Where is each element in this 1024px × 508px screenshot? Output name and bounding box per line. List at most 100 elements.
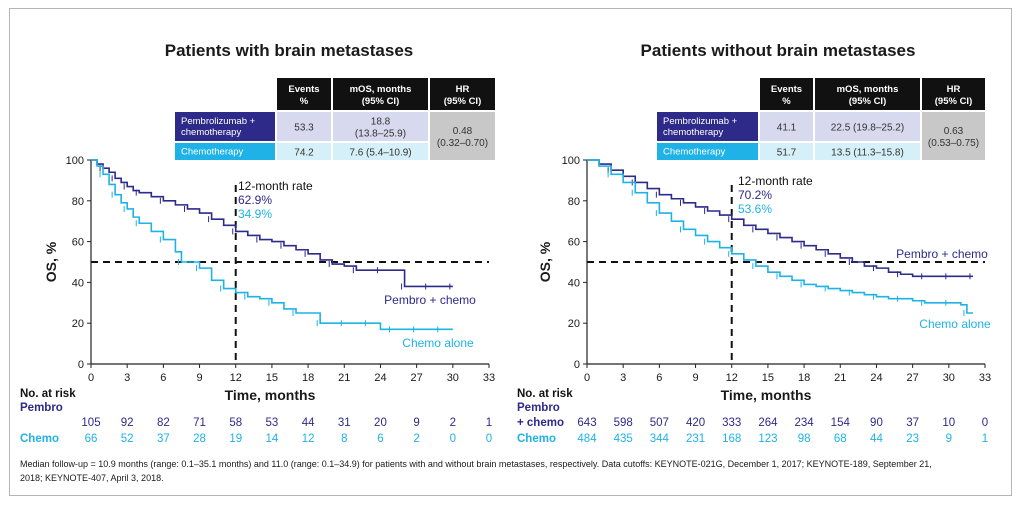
risk-label-chemo: Chemo (20, 433, 59, 445)
table-row-label-line: chemotherapy (663, 127, 723, 138)
table-events-cell (760, 143, 813, 160)
risk-value-pembro: 58 (229, 417, 242, 429)
risk-value-pembro: 53 (266, 417, 279, 429)
risk-value-chemo: 0 (486, 433, 492, 445)
table-header-text-line: mOS, months (350, 84, 412, 95)
risk-value-pembro: 105 (81, 417, 100, 429)
table-events-value: 51.7 (777, 148, 797, 159)
table-mos-cell (333, 112, 428, 141)
table-hr-value-line: 0.48 (453, 126, 473, 137)
table-header-text-line: Events (771, 84, 802, 95)
x-tick-label: 0 (88, 372, 94, 384)
table-row-label: Chemotherapy (663, 147, 726, 158)
x-axis-label: Time, months (225, 387, 316, 403)
risk-value-pembro: 598 (614, 417, 633, 429)
footnote-line-1: Median follow-up = 10.9 months (range: 0… (20, 459, 932, 469)
risk-label-pembro-2: + chemo (517, 417, 564, 429)
table-row-label: Pembrolizumab +chemotherapy (181, 116, 256, 138)
series-label-pembro: Pembro + chemo (384, 293, 476, 307)
x-tick-label: 15 (762, 372, 774, 384)
y-tick-label: 80 (72, 196, 84, 208)
x-tick-label: 12 (230, 372, 242, 384)
table-events-cell (277, 112, 331, 141)
table-header-cell (760, 78, 813, 110)
risk-value-chemo: 6 (377, 433, 383, 445)
risk-value-chemo: 28 (193, 433, 206, 445)
risk-value-chemo: 9 (946, 433, 952, 445)
x-tick-label: 3 (620, 372, 626, 384)
y-tick-label: 60 (568, 237, 580, 249)
risk-value-chemo: 435 (614, 433, 633, 445)
table-events-value: 74.2 (294, 148, 314, 159)
x-tick-label: 15 (266, 372, 278, 384)
table-header-text: mOS, months(95% CI) (350, 84, 412, 107)
table-row-label-line: Chemotherapy (663, 147, 726, 158)
series-label-chemo: Chemo alone (919, 317, 991, 331)
risk-value-pembro: 643 (577, 417, 596, 429)
table-mos-value: 18.8(13.8–25.9) (355, 117, 406, 140)
rate-annotation-chemo: 34.9% (238, 207, 272, 221)
risk-value-pembro: 37 (906, 417, 919, 429)
table-row-label-cell (175, 112, 275, 141)
y-tick-label: 80 (568, 196, 580, 208)
table-header-text-line: (95% CI) (935, 96, 972, 107)
x-tick-label: 12 (726, 372, 738, 384)
x-tick-label: 33 (483, 372, 495, 384)
y-tick-label: 60 (72, 237, 84, 249)
x-tick-label: 21 (338, 372, 350, 384)
x-tick-label: 21 (834, 372, 846, 384)
table-header-text: HR(95% CI) (444, 84, 481, 107)
x-tick-label: 18 (798, 372, 810, 384)
risk-value-chemo: 1 (982, 433, 988, 445)
table-header-cell (277, 78, 331, 110)
table-header-text-line: % (782, 96, 791, 107)
table-header-text-line: % (300, 96, 309, 107)
table-header-text-line: (95% CI) (849, 96, 886, 107)
risk-value-pembro: 0 (982, 417, 988, 429)
chemo-alone-curve (587, 159, 973, 314)
x-tick-label: 27 (411, 372, 423, 384)
table-row-label-cell (657, 143, 758, 160)
table-header-text-line: (95% CI) (362, 96, 399, 107)
risk-value-pembro: 20 (374, 417, 387, 429)
y-axis-label: OS, % (537, 241, 553, 282)
table-hr-value: 0.63(0.53–0.75) (928, 126, 979, 149)
rate-annotation-pembro: 62.9% (238, 193, 272, 207)
table-header-cell (333, 78, 428, 110)
chemo-alone-curve (91, 159, 453, 331)
y-tick-label: 100 (66, 155, 84, 167)
rate-annotation-pembro: 70.2% (738, 188, 772, 202)
y-tick-label: 20 (72, 318, 84, 330)
x-tick-label: 30 (943, 372, 955, 384)
table-header-text: mOS, months(95% CI) (837, 84, 899, 107)
table-row-label-line: Pembrolizumab + (181, 116, 256, 127)
table-hr-value-line: (0.32–0.70) (437, 138, 488, 149)
table-hr-cell (922, 112, 985, 160)
risk-value-chemo: 231 (686, 433, 705, 445)
table-events-value: 41.1 (777, 123, 797, 134)
risk-value-chemo: 484 (577, 433, 597, 445)
risk-value-chemo: 52 (121, 433, 134, 445)
series-label-chemo: Chemo alone (402, 336, 474, 350)
table-row-label: Pembrolizumab +chemotherapy (663, 116, 738, 138)
table-mos-cell (333, 143, 428, 160)
x-tick-label: 0 (584, 372, 590, 384)
risk-value-chemo: 12 (302, 433, 315, 445)
risk-value-chemo: 123 (758, 433, 777, 445)
y-axis-label: OS, % (43, 241, 59, 282)
risk-value-pembro: 333 (722, 417, 741, 429)
table-mos-value: 7.6 (5.4–10.9) (349, 148, 411, 159)
risk-value-chemo: 68 (834, 433, 847, 445)
footnote-line-2: 2018; KEYNOTE-407, April 3, 2018. (20, 473, 164, 483)
table-header-text-line: HR (456, 84, 470, 95)
risk-value-chemo: 8 (341, 433, 347, 445)
y-tick-label: 0 (78, 359, 84, 371)
table-mos-value-line: 7.6 (5.4–10.9) (349, 148, 411, 159)
risk-value-chemo: 14 (266, 433, 279, 445)
y-tick-label: 20 (568, 318, 580, 330)
risk-value-pembro: 234 (794, 417, 814, 429)
x-tick-label: 6 (160, 372, 166, 384)
risk-value-pembro: 154 (831, 417, 851, 429)
table-header-text-line: mOS, months (837, 84, 899, 95)
table-events-cell (277, 143, 331, 160)
